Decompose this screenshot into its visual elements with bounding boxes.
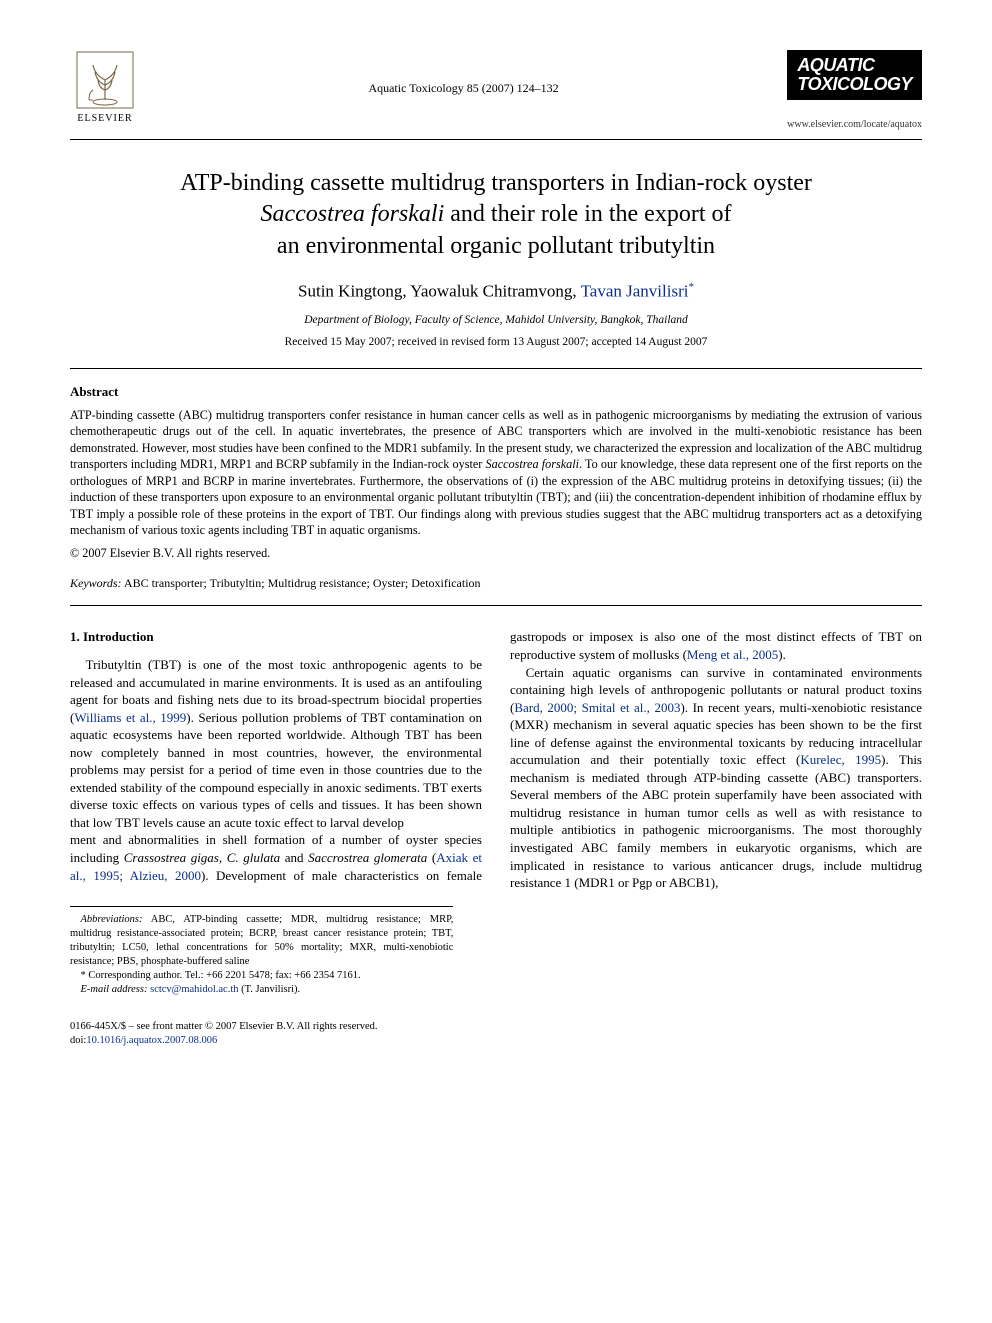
- species-sglomerata: Saccrostrea glomerata: [308, 850, 427, 865]
- email-label: E-mail address:: [81, 984, 148, 995]
- elsevier-tree-icon: [75, 50, 135, 110]
- keywords: Keywords: ABC transporter; Tributyltin; …: [70, 575, 922, 591]
- title-rule: [70, 368, 922, 369]
- journal-title-line1: AQUATIC: [797, 55, 874, 75]
- abbreviations: Abbreviations: ABC, ATP-binding cassette…: [70, 913, 453, 970]
- body-text: 1. Introduction Tributyltin (TBT) is one…: [70, 628, 922, 891]
- front-matter: 0166-445X/$ – see front matter © 2007 El…: [70, 1020, 378, 1034]
- author-list: Sutin Kingtong, Yaowaluk Chitramvong, Ta…: [70, 280, 922, 304]
- ref-kurelec-1995[interactable]: Kurelec, 1995: [800, 752, 881, 767]
- p2-c: ). This mechanism is mediated through AT…: [510, 752, 922, 890]
- p1-e: and: [280, 850, 308, 865]
- doi-line: doi:10.1016/j.aquatox.2007.08.006: [70, 1034, 378, 1048]
- email-line: E-mail address: sctcv@mahidol.ac.th (T. …: [70, 983, 453, 997]
- ref-williams-1999[interactable]: Williams et al., 1999: [74, 710, 186, 725]
- species-cgigas: Crassostrea gigas: [124, 850, 219, 865]
- abstract-heading: Abstract: [70, 383, 922, 401]
- footer-left: 0166-445X/$ – see front matter © 2007 El…: [70, 1020, 378, 1048]
- section-heading-intro: 1. Introduction: [70, 628, 482, 646]
- corresponding-author[interactable]: Tavan Janvilisri: [581, 282, 689, 301]
- ref-bard-smital[interactable]: Bard, 2000; Smital et al., 2003: [514, 700, 680, 715]
- journal-title-line2: TOXICOLOGY: [797, 74, 912, 94]
- journal-url: www.elsevier.com/locate/aquatox: [787, 118, 922, 132]
- title-line1: ATP-binding cassette multidrug transport…: [180, 170, 812, 196]
- journal-title: AQUATIC TOXICOLOGY: [787, 50, 922, 100]
- authors-plain: Sutin Kingtong, Yaowaluk Chitramvong,: [298, 282, 581, 301]
- journal-branding: AQUATIC TOXICOLOGY www.elsevier.com/loca…: [787, 50, 922, 131]
- p1-b: ). Serious pollution problems of TBT con…: [70, 710, 482, 830]
- publisher-logo: ELSEVIER: [70, 50, 140, 128]
- abbrev-label: Abbreviations:: [81, 914, 143, 925]
- keywords-text: ABC transporter; Tributyltin; Multidrug …: [122, 576, 481, 590]
- article-title: ATP-binding cassette multidrug transport…: [110, 168, 882, 262]
- doi-prefix: doi:: [70, 1035, 86, 1046]
- abstract-species: Saccostrea forskali: [486, 457, 579, 471]
- header-rule: [70, 139, 922, 140]
- p1-h: ).: [778, 647, 786, 662]
- affiliation: Department of Biology, Faculty of Scienc…: [70, 313, 922, 329]
- article-dates: Received 15 May 2007; received in revise…: [70, 335, 922, 351]
- intro-p2: Certain aquatic organisms can survive in…: [510, 664, 922, 892]
- p1-d: ,: [219, 850, 227, 865]
- species-cglulata: C. glulata: [227, 850, 280, 865]
- footnote-block: Abbreviations: ABC, ATP-binding cassette…: [70, 906, 453, 998]
- page-footer: 0166-445X/$ – see front matter © 2007 El…: [70, 1020, 922, 1048]
- keywords-label: Keywords:: [70, 576, 122, 590]
- email-author: (T. Janvilisri).: [239, 984, 301, 995]
- title-line3: an environmental organic pollutant tribu…: [277, 233, 715, 259]
- title-line2-post: and their role in the export of: [444, 201, 731, 227]
- abstract-text: ATP-binding cassette (ABC) multidrug tra…: [70, 407, 922, 539]
- journal-reference: Aquatic Toxicology 85 (2007) 124–132: [140, 80, 787, 96]
- abstract-rule: [70, 605, 922, 606]
- publisher-name: ELSEVIER: [77, 112, 132, 126]
- corresponding-author-note: * Corresponding author. Tel.: +66 2201 5…: [70, 969, 453, 983]
- intro-p1-col1: Tributyltin (TBT) is one of the most tox…: [70, 656, 482, 831]
- email-address[interactable]: sctcv@mahidol.ac.th: [147, 984, 238, 995]
- p1-f: (: [427, 850, 436, 865]
- corr-marker[interactable]: *: [688, 281, 694, 293]
- doi-link[interactable]: 10.1016/j.aquatox.2007.08.006: [86, 1035, 217, 1046]
- title-species: Saccostrea forskali: [261, 201, 445, 227]
- header: ELSEVIER Aquatic Toxicology 85 (2007) 12…: [70, 50, 922, 131]
- copyright: © 2007 Elsevier B.V. All rights reserved…: [70, 545, 922, 561]
- ref-meng-2005[interactable]: Meng et al., 2005: [687, 647, 778, 662]
